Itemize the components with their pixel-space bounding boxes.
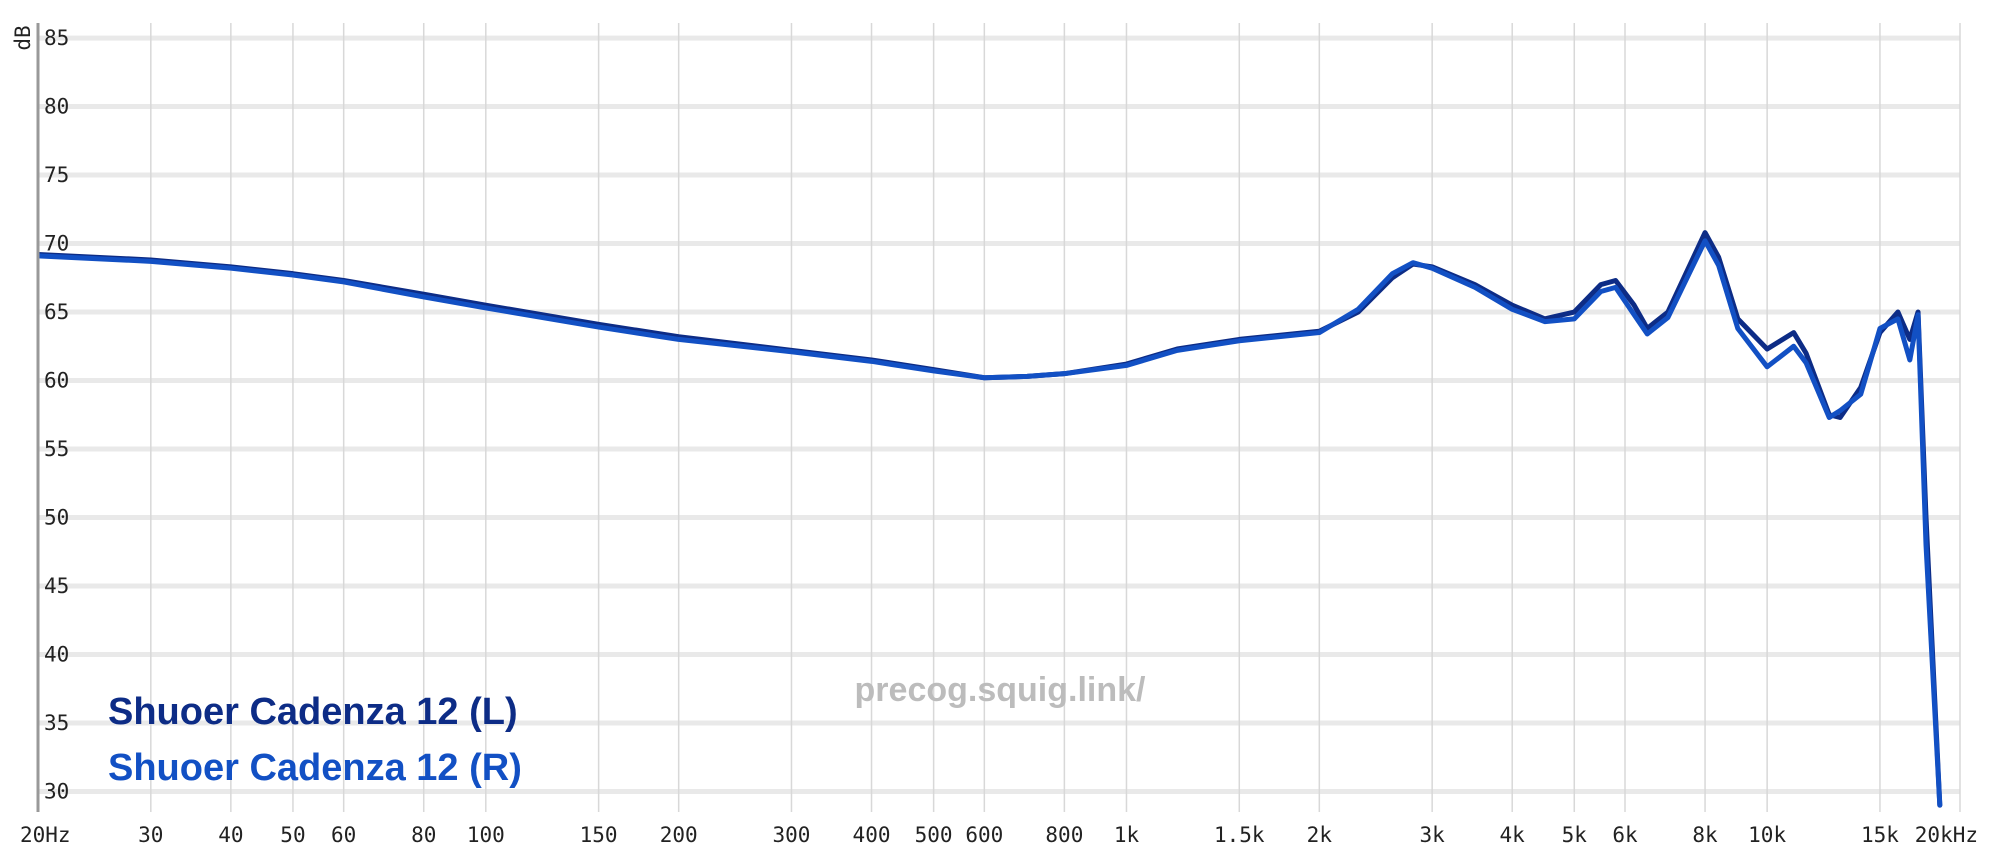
x-tick-label: 150 [580,823,618,847]
x-tick-label: 10k [1748,823,1786,847]
x-tick-label: 100 [467,823,505,847]
x-tick-label: 6k [1612,823,1638,847]
series-line [38,238,1943,808]
y-tick-label: 85 [44,26,69,50]
x-tick-label: 200 [660,823,698,847]
y-tick-label: 65 [44,300,69,324]
y-tick-label: 45 [44,574,69,598]
x-tick-label: 15k [1861,823,1899,847]
x-tick-label: 20Hz [20,823,71,847]
x-tick-label: 4k [1500,823,1526,847]
x-tick-label: 3k [1420,823,1446,847]
y-tick-label: 30 [44,779,69,803]
x-tick-label: 1.5k [1214,823,1265,847]
y-tick-label: 70 [44,232,69,256]
y-tick-label: 35 [44,711,69,735]
x-tick-label: 8k [1692,823,1718,847]
y-tick-label: 55 [44,437,69,461]
x-tick-label: 2k [1307,823,1333,847]
x-tick-label: 50 [280,823,305,847]
legend-entry: Shuoer Cadenza 12 (R) [108,747,522,789]
x-tick-label: 80 [411,823,436,847]
x-tick-label: 1k [1114,823,1140,847]
y-tick-label: 75 [44,163,69,187]
x-tick-label: 30 [138,823,163,847]
y-axis-label: dB [11,25,35,50]
legend-entry: Shuoer Cadenza 12 (L) [108,691,518,733]
x-tick-label: 400 [853,823,891,847]
y-tick-label: 80 [44,95,69,119]
y-tick-label: 60 [44,369,69,393]
legend: Shuoer Cadenza 12 (L) Shuoer Cadenza 12 (… [108,691,522,789]
watermark: precog.squig.link/ [855,671,1146,709]
x-tick-label: 800 [1045,823,1083,847]
x-tick-label: 5k [1562,823,1588,847]
y-tick-label: 50 [44,505,69,529]
plot-area [38,230,1943,808]
x-tick-label: 600 [965,823,1003,847]
x-tick-label: 500 [915,823,953,847]
x-tick-label: 40 [218,823,243,847]
y-tick-label: 40 [44,642,69,666]
x-tick-label: 20kHz [1915,823,1978,847]
x-tick-label: 60 [331,823,356,847]
x-tick-label: 300 [773,823,811,847]
